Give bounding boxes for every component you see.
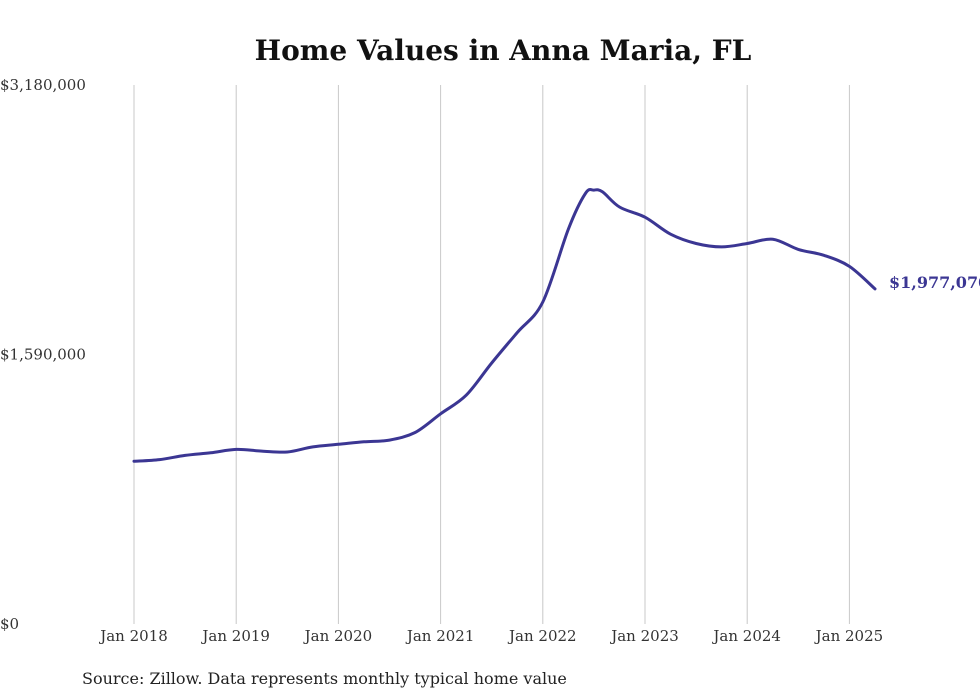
- series-line: [132, 187, 877, 463]
- y-tick-label: $1,590,000: [0, 346, 86, 364]
- y-tick-label: $3,180,000: [0, 76, 86, 94]
- y-axis-ticks: $0 $1,590,000 $3,180,000: [0, 76, 86, 633]
- x-tick-label: Jan 2018: [98, 627, 168, 645]
- x-tick-label: Jan 2022: [507, 627, 577, 645]
- x-tick-label: Jan 2020: [303, 627, 373, 645]
- y-tick-label: $0: [0, 615, 19, 633]
- end-value-label: $1,977,070: [889, 273, 980, 292]
- x-tick-label: Jan 2019: [200, 627, 270, 645]
- x-tick-label: Jan 2025: [814, 627, 884, 645]
- chart-title: Home Values in Anna Maria, FL: [255, 34, 752, 67]
- x-tick-label: Jan 2023: [609, 627, 679, 645]
- x-axis-ticks: Jan 2018 Jan 2019 Jan 2020 Jan 2021 Jan 2022…: [98, 627, 883, 645]
- source-note: Source: Zillow. Data represents monthly …: [82, 669, 567, 688]
- x-tick-label: Jan 2021: [405, 627, 475, 645]
- x-tick-label: Jan 2024: [711, 627, 781, 645]
- gridlines: [133, 85, 850, 624]
